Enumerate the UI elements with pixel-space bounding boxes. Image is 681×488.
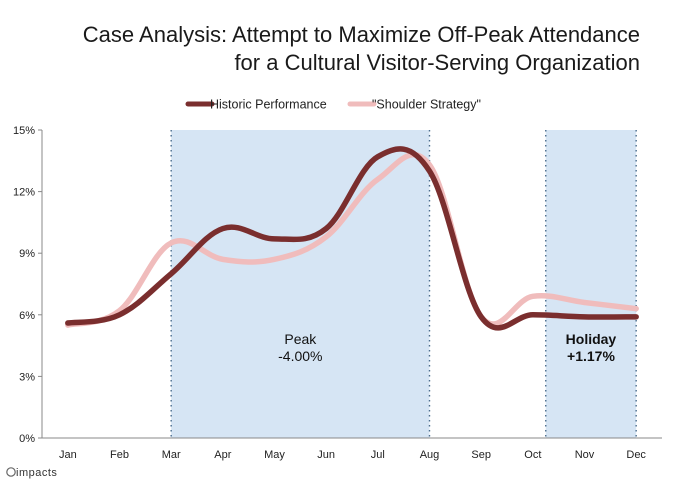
x-tick-label-jul: Jul bbox=[371, 449, 385, 461]
y-tick-label-5: 15% bbox=[13, 125, 35, 137]
y-tick-label-0: 0% bbox=[19, 433, 35, 445]
x-tick-label-sep: Sep bbox=[471, 449, 491, 461]
x-tick-label-jun: Jun bbox=[317, 449, 335, 461]
chart-title-line-1: Case Analysis: Attempt to Maximize Off-P… bbox=[83, 22, 640, 47]
region-peak-band bbox=[171, 130, 430, 438]
x-tick-label-oct: Oct bbox=[524, 449, 541, 461]
chart-axes: 0% 3% 6% 9% 12% 15% Jan Feb Mar Apr May Jun Jul Aug Se… bbox=[13, 125, 662, 461]
chart-legend: Historic Performance "Shoulder Strategy" bbox=[185, 98, 481, 112]
x-tick-label-jan: Jan bbox=[59, 449, 77, 461]
chart-title: Case Analysis: Attempt to Maximize Off-P… bbox=[83, 22, 640, 75]
region-holiday-band bbox=[545, 130, 637, 438]
series-line-2 bbox=[65, 151, 639, 328]
x-tick-label-dec: Dec bbox=[626, 449, 646, 461]
chart-title-line-2: for a Cultural Visitor-Serving Organizat… bbox=[234, 50, 640, 75]
x-tick-label-nov: Nov bbox=[575, 449, 595, 461]
chart-regions bbox=[170, 130, 637, 438]
region-holiday-label: Holiday bbox=[566, 331, 617, 347]
series-line-1 bbox=[65, 146, 639, 331]
y-tick-label-3: 9% bbox=[19, 248, 35, 260]
y-tick-label-4: 12% bbox=[13, 187, 35, 199]
x-tick-label-mar: Mar bbox=[162, 449, 181, 461]
x-tick-label-aug: Aug bbox=[420, 449, 440, 461]
x-tick-label-may: May bbox=[264, 449, 285, 461]
region-peak-value: -4.00% bbox=[278, 348, 322, 364]
legend-label-2: "Shoulder Strategy" bbox=[372, 98, 481, 112]
chart-series bbox=[65, 146, 639, 331]
brand-logo: impacts bbox=[6, 467, 57, 479]
y-tick-label-2: 6% bbox=[19, 310, 35, 322]
legend-label-1: Historic Performance bbox=[210, 98, 327, 112]
x-tick-label-apr: Apr bbox=[214, 449, 231, 461]
region-holiday-value: +1.17% bbox=[567, 348, 615, 364]
brand-text: impacts bbox=[16, 467, 57, 479]
region-peak-label: Peak bbox=[284, 331, 317, 347]
brand-logo-icon bbox=[6, 467, 16, 477]
y-tick-label-1: 3% bbox=[19, 371, 35, 383]
x-tick-label-feb: Feb bbox=[110, 449, 129, 461]
chart-region-labels: Peak-4.00% Holiday+1.17% bbox=[278, 331, 616, 364]
